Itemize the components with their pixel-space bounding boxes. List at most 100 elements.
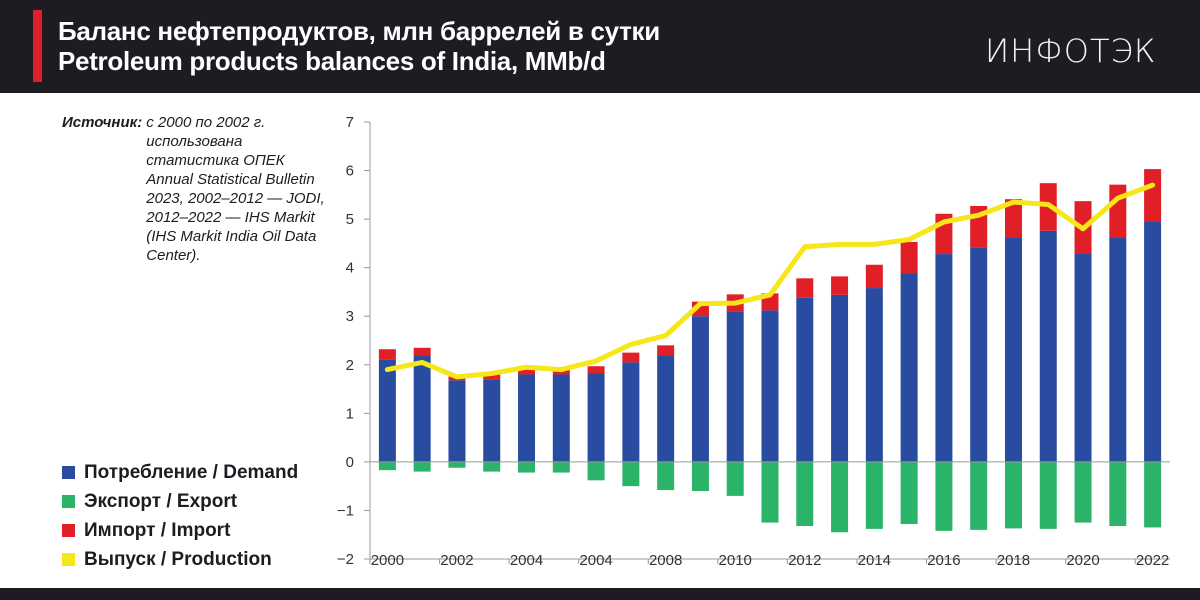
legend-swatch-demand [62, 466, 75, 479]
header: Баланс нефтепродуктов, млн баррелей в су… [0, 0, 1200, 93]
bar-demand [448, 380, 466, 462]
bar-import [587, 366, 605, 374]
x-tick-label: 2010 [719, 552, 752, 569]
bar-export [1039, 461, 1057, 529]
chart-title: Баланс нефтепродуктов, млн баррелей в су… [58, 16, 660, 76]
bar-export [413, 461, 431, 472]
bar-export [761, 461, 779, 523]
footer-bar [0, 588, 1200, 600]
x-tick-label: 2008 [649, 552, 682, 569]
bar-demand [796, 297, 814, 462]
bar-demand [1004, 237, 1022, 462]
bar-import [657, 345, 675, 356]
bar-demand [378, 359, 396, 462]
bar-import [1004, 199, 1022, 238]
y-tick-label: −2 [337, 551, 354, 568]
brand-logo: ИНФОТЭК [985, 32, 1157, 70]
bar-import [1144, 169, 1162, 222]
bar-demand [1109, 237, 1127, 462]
legend-label-export: Экспорт / Export [84, 490, 238, 512]
bar-export [622, 461, 640, 487]
bar-export [970, 461, 988, 530]
legend-label-import: Импорт / Import [84, 519, 231, 541]
bar-demand [657, 355, 675, 462]
x-tick-label: 2020 [1066, 552, 1099, 569]
bar-import [622, 352, 640, 363]
bar-demand [518, 374, 536, 462]
y-tick-label: 1 [346, 405, 354, 422]
x-tick-label: 2014 [858, 552, 891, 569]
bar-import [413, 347, 431, 356]
bar-demand [831, 294, 849, 462]
bar-import [831, 276, 849, 295]
x-tick-label: 2022 [1136, 552, 1169, 569]
title-en: Petroleum products balances of India, MM… [58, 46, 606, 76]
bar-export [1109, 461, 1127, 526]
x-tick-label: 2004 [579, 552, 612, 569]
bar-demand [865, 288, 883, 462]
y-tick-label: 0 [346, 454, 354, 471]
legend-swatch-import [62, 524, 75, 537]
bar-import [865, 264, 883, 289]
bar-export [691, 461, 709, 492]
legend-item-import: Импорт / Import [62, 516, 298, 545]
bar-export [483, 461, 501, 472]
bar-export [378, 461, 396, 471]
source-note: Источник: с 2000 по 2002 г. использована… [62, 113, 332, 265]
bar-export [1004, 461, 1022, 529]
y-tick-label: 6 [346, 163, 354, 180]
bar-export [831, 461, 849, 533]
bar-import [518, 368, 536, 375]
legend: Потребление / Demand Экспорт / Export Им… [62, 458, 298, 574]
bar-demand [691, 316, 709, 462]
x-tick-label: 2000 [371, 552, 404, 569]
x-tick-label: 2016 [927, 552, 960, 569]
x-tick-label: 2012 [788, 552, 821, 569]
bar-export [726, 461, 744, 496]
accent-bar [33, 10, 42, 82]
bar-export [518, 461, 536, 473]
bar-export [1144, 461, 1162, 528]
y-tick-label: 3 [346, 308, 354, 325]
legend-label-production: Выпуск / Production [84, 548, 272, 570]
source-label: Источник: [62, 114, 143, 131]
bar-export [587, 461, 605, 481]
line-production [384, 182, 1156, 380]
legend-label-demand: Потребление / Demand [84, 461, 299, 483]
source-text: с 2000 по 2002 г. использована статистик… [146, 114, 325, 264]
legend-swatch-production [62, 553, 75, 566]
bar-demand [726, 311, 744, 462]
bar-export [1074, 461, 1092, 523]
bar-export [796, 461, 814, 526]
bar-import [1109, 184, 1127, 238]
bar-export [657, 461, 675, 491]
bar-demand [622, 362, 640, 462]
y-tick-label: 2 [346, 357, 354, 374]
bar-demand [761, 310, 779, 462]
bar-demand [970, 247, 988, 462]
bar-export [935, 461, 953, 531]
y-tick-label: −1 [337, 502, 354, 519]
bar-demand [483, 379, 501, 462]
bar-import [483, 374, 501, 380]
x-tick-label: 2004 [510, 552, 543, 569]
legend-swatch-export [62, 495, 75, 508]
bar-export [865, 461, 883, 529]
bar-import [378, 349, 396, 360]
bar-demand [552, 374, 570, 462]
bar-import [900, 241, 918, 274]
bar-export [900, 461, 918, 525]
legend-item-export: Экспорт / Export [62, 487, 298, 516]
x-tick-label: 2002 [440, 552, 473, 569]
bar-demand [935, 254, 953, 462]
bar-export [448, 461, 466, 468]
bar-demand [900, 273, 918, 462]
bar-demand [1074, 253, 1092, 462]
bar-demand [587, 373, 605, 462]
bar-demand [413, 355, 431, 462]
title-ru: Баланс нефтепродуктов, млн баррелей в су… [58, 16, 660, 46]
legend-item-production: Выпуск / Production [62, 545, 298, 574]
bar-demand [1039, 230, 1057, 462]
bar-import [796, 278, 814, 298]
